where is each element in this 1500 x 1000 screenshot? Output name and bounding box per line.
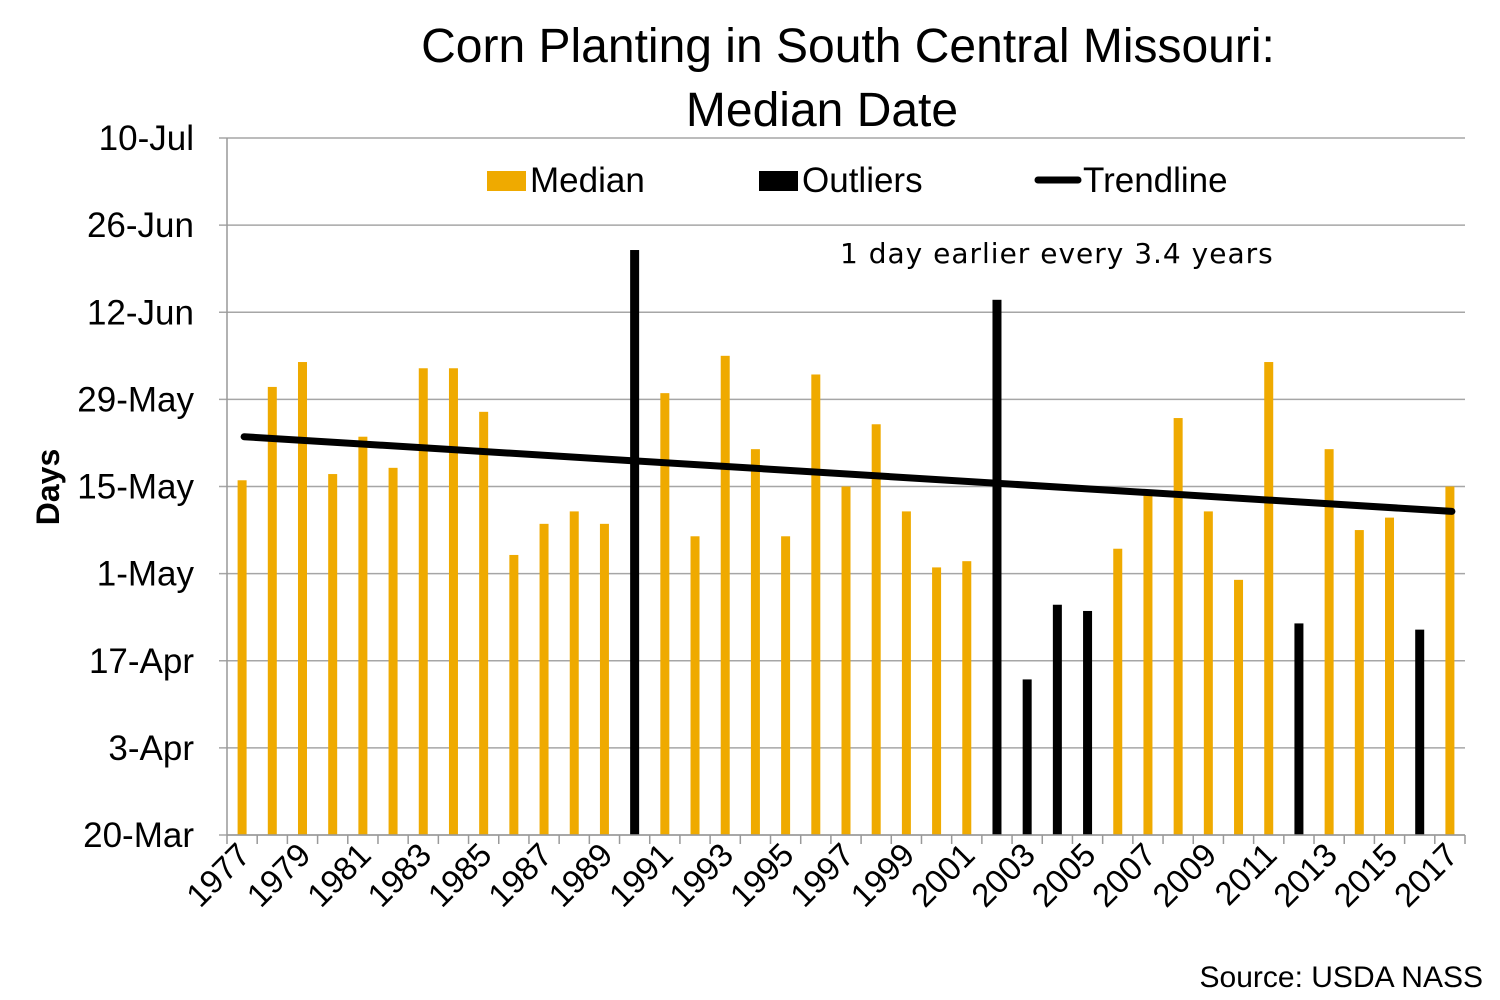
bar-median-1984 (448, 368, 458, 835)
bar-outlier-2016 (1415, 629, 1425, 835)
x-tick-label: 2013 (1266, 836, 1344, 914)
bar-median-1996 (811, 374, 821, 835)
bar-median-1977 (237, 480, 247, 835)
x-axis (226, 834, 1466, 844)
y-tick-label: 20-Mar (83, 816, 194, 855)
bars (237, 250, 1455, 836)
trend-annotation: 1 day earlier every 3.4 years (840, 237, 1274, 270)
x-tick-label: 1983 (360, 836, 438, 914)
x-tick-label: 1987 (481, 836, 559, 914)
bar-outlier-2003 (1022, 679, 1032, 835)
bar-median-2006 (1113, 548, 1123, 835)
legend-item-outliers: Outliers (759, 161, 923, 200)
x-tick-label: 1989 (541, 836, 619, 914)
x-tick-label: 1985 (421, 836, 499, 914)
x-tick-label: 2009 (1145, 836, 1223, 914)
bar-median-2000 (932, 567, 942, 835)
x-tick-label: 2015 (1326, 836, 1404, 914)
y-axis-ticks: 20-Mar 3-Apr 17-Apr 1-May 15-May 29-May 12-Jun… (77, 119, 194, 855)
x-tick-label: 1991 (602, 836, 680, 914)
y-tick-label: 3-Apr (108, 729, 194, 768)
x-tick-label: 1993 (662, 836, 740, 914)
bar-outlier-2005 (1083, 610, 1093, 835)
legend-label-outliers: Outliers (802, 161, 923, 200)
x-tick-label: 2001 (904, 836, 982, 914)
legend-swatch-outliers (759, 171, 798, 191)
y-tick-label: 10-Jul (99, 119, 194, 158)
x-axis-ticks: 1977197919811983198519871989199119931995… (179, 836, 1465, 914)
bar-median-2014 (1354, 530, 1364, 835)
y-axis-label: Days (30, 449, 66, 526)
bar-median-1993 (720, 355, 730, 835)
chart-subtitle: Median Date (686, 84, 958, 137)
bar-median-1986 (509, 554, 519, 835)
bar-median-1992 (690, 536, 700, 835)
x-tick-label: 1979 (239, 836, 317, 914)
bar-median-2007 (1143, 492, 1153, 835)
bar-median-1989 (599, 523, 609, 835)
chart-title: Corn Planting in South Central Missouri: (421, 20, 1275, 73)
trendline-layer (240, 433, 1456, 515)
bar-median-1982 (388, 467, 398, 835)
y-tick-label: 17-Apr (89, 642, 194, 681)
x-tick-label: 1981 (300, 836, 378, 914)
legend: Median Outliers Trendline (487, 161, 1228, 200)
bar-outlier-1990 (630, 250, 640, 836)
bar-outlier-2002 (992, 299, 1002, 835)
bar-median-2015 (1385, 517, 1395, 835)
x-tick-label: 2003 (964, 836, 1042, 914)
bar-median-2010 (1234, 579, 1244, 835)
y-tick-label: 1-May (97, 555, 195, 594)
bar-median-1988 (569, 511, 579, 835)
bar-median-1999 (901, 511, 911, 835)
bar-median-1981 (358, 436, 368, 835)
legend-item-median: Median (487, 161, 645, 200)
bar-median-1987 (539, 523, 549, 835)
source-note: Source: USDA NASS (1200, 961, 1483, 994)
bar-median-2001 (962, 561, 972, 835)
y-tick-label: 15-May (77, 468, 194, 507)
bar-median-1994 (750, 449, 760, 835)
legend-label-median: Median (530, 161, 645, 200)
x-tick-label: 2005 (1024, 836, 1102, 914)
bar-median-1985 (479, 411, 489, 835)
bar-median-1983 (418, 368, 428, 835)
x-tick-label: 1997 (783, 836, 861, 914)
bar-outlier-2004 (1052, 604, 1062, 835)
x-tick-label: 2007 (1085, 836, 1163, 914)
legend-swatch-median (487, 171, 526, 191)
y-tick-label: 26-Jun (87, 206, 194, 245)
bar-median-1997 (841, 486, 851, 835)
bar-median-2008 (1173, 418, 1183, 835)
trendline (240, 433, 1456, 515)
legend-item-trendline: Trendline (1034, 161, 1228, 200)
x-tick-label: 1999 (843, 836, 921, 914)
bar-median-2017 (1445, 486, 1455, 835)
y-tick-label: 12-Jun (87, 293, 194, 332)
bar-median-1991 (660, 393, 670, 835)
bar-median-2013 (1324, 449, 1334, 835)
bar-median-1979 (297, 362, 307, 835)
bar-median-1978 (267, 386, 277, 835)
legend-label-trendline: Trendline (1083, 161, 1228, 200)
x-tick-label: 2017 (1387, 836, 1465, 914)
bar-median-1998 (871, 424, 881, 835)
bar-outlier-2012 (1294, 623, 1304, 835)
x-tick-label: 1995 (722, 836, 800, 914)
y-tick-label: 29-May (77, 380, 194, 419)
bar-median-2011 (1264, 362, 1274, 835)
bar-median-1995 (781, 536, 791, 835)
bar-median-2009 (1203, 511, 1213, 835)
x-tick-label: 2011 (1207, 836, 1283, 912)
bar-median-1980 (328, 474, 338, 835)
